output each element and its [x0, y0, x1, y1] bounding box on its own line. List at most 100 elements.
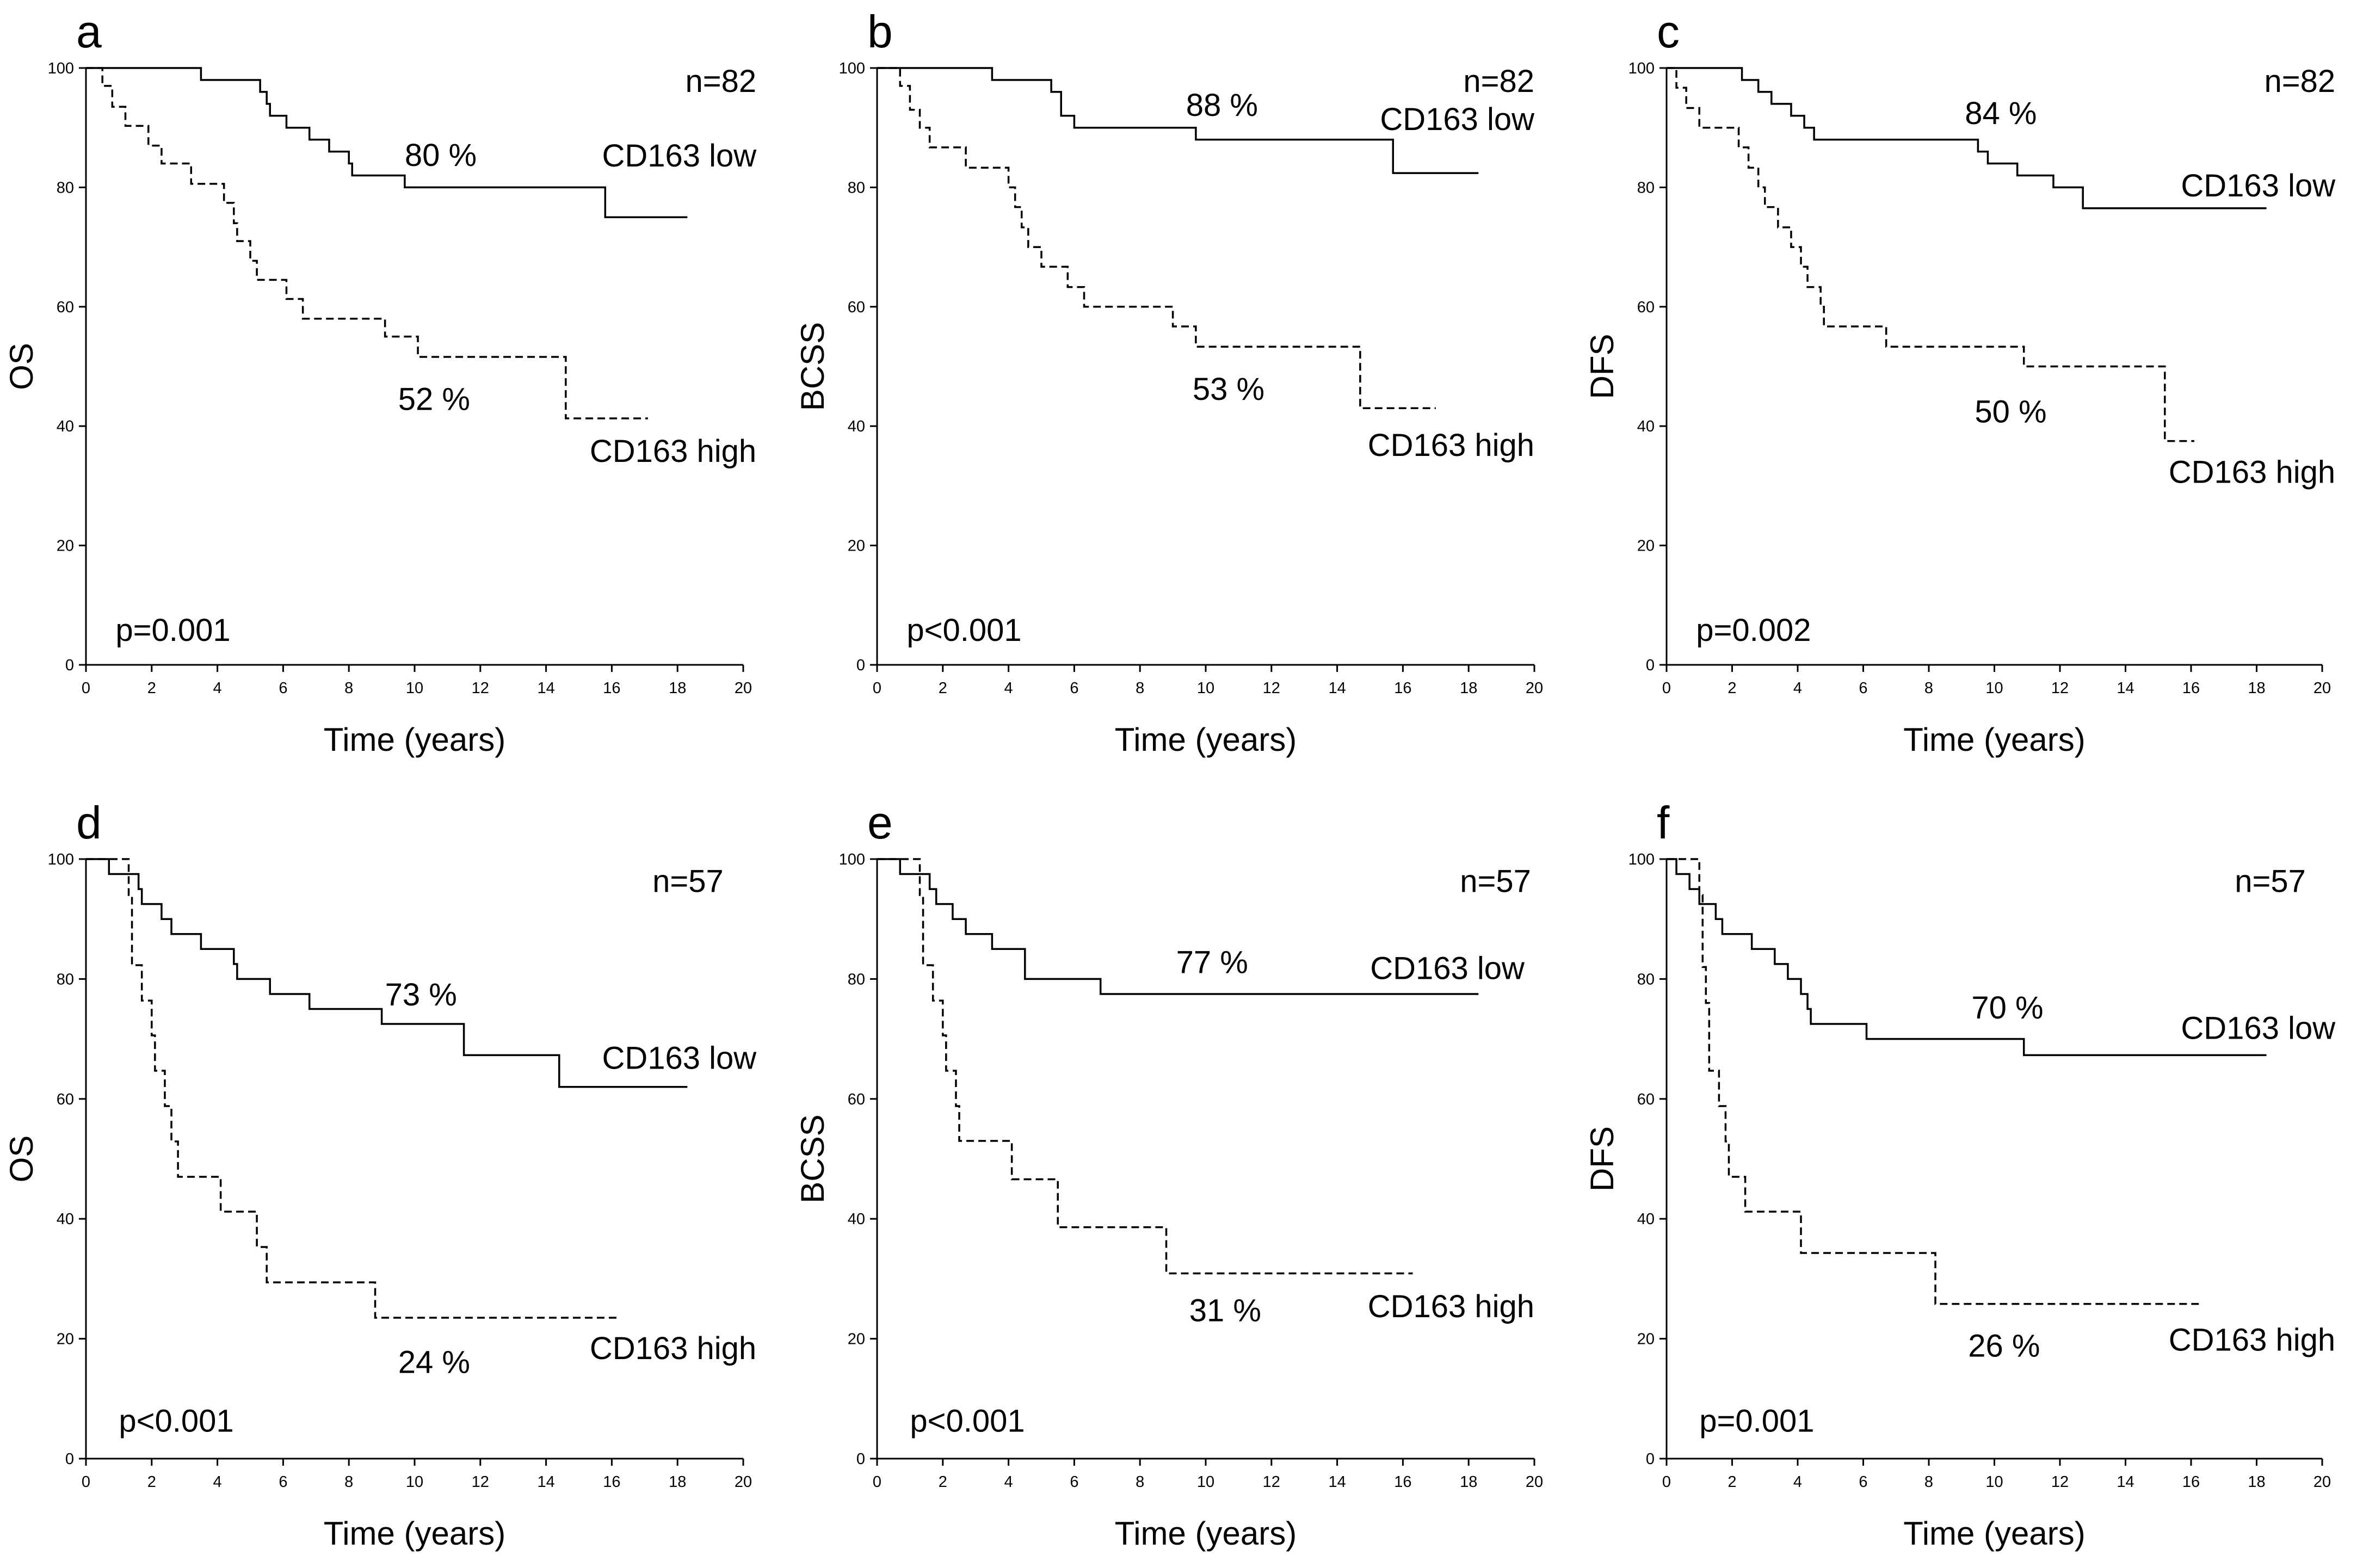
panel-letter: d	[76, 797, 102, 848]
x-tick-label: 6	[1859, 1473, 1867, 1491]
p-value-label: p=0.002	[1696, 613, 1811, 648]
n-label: n=82	[2264, 64, 2335, 99]
y-tick-label: 80	[1637, 179, 1655, 196]
x-tick-label: 8	[1924, 1473, 1933, 1491]
y-tick-label: 100	[839, 60, 865, 77]
x-tick-label: 4	[1793, 1473, 1802, 1491]
low-series-label: CD163 low	[1370, 950, 1525, 986]
x-tick-label: 2	[1727, 680, 1736, 697]
y-tick-label: 20	[848, 538, 865, 555]
panel-e: e 0 2 4 6 8 10 12 14 16 18 20 0 20 40 60 80 100 Time (year…	[794, 797, 1543, 1552]
high-percent-label: 52 %	[398, 382, 470, 417]
y-tick-label: 40	[848, 418, 865, 435]
x-tick-label: 10	[406, 680, 423, 697]
x-tick-label: 2	[147, 680, 156, 697]
n-label: n=57	[2235, 864, 2306, 899]
low-percent-label: 88 %	[1186, 88, 1258, 123]
high-series-label: CD163 high	[590, 1331, 756, 1366]
y-tick-label: 0	[65, 657, 74, 674]
x-tick-label: 14	[1328, 680, 1346, 697]
low-series-label: CD163 low	[2181, 168, 2336, 203]
x-tick-label: 14	[537, 1473, 554, 1491]
x-tick-label: 20	[1526, 680, 1543, 697]
panel-a: a 0 2 4 6 8 10 12 14 16 18 20 0 20 40 60 80 100 Time (year…	[3, 6, 757, 758]
cd163-low-curve	[1667, 67, 2267, 209]
x-tick-label: 14	[537, 680, 554, 697]
x-tick-label: 2	[1727, 1473, 1736, 1491]
y-axis-label: BCSS	[794, 1114, 831, 1203]
x-axis-label: Time (years)	[324, 721, 505, 758]
x-tick-label: 0	[1662, 1473, 1671, 1491]
x-tick-label: 6	[279, 1473, 287, 1491]
x-tick-label: 16	[1394, 1473, 1411, 1491]
x-tick-label: 0	[873, 680, 881, 697]
low-percent-label: 73 %	[385, 977, 457, 1013]
cd163-low-curve	[86, 67, 688, 218]
high-series-label: CD163 high	[1368, 428, 1534, 463]
x-tick-label: 20	[2313, 680, 2331, 697]
cd163-low-curve	[877, 67, 1479, 174]
x-tick-label: 14	[1328, 1473, 1346, 1491]
x-tick-label: 18	[2248, 680, 2265, 697]
x-tick-label: 12	[1263, 680, 1280, 697]
n-label: n=57	[1460, 864, 1531, 899]
x-tick-label: 16	[1394, 680, 1411, 697]
p-value-label: p<0.001	[910, 1403, 1025, 1439]
cd163-low-curve	[877, 858, 1479, 995]
y-tick-label: 20	[57, 1331, 74, 1348]
low-percent-label: 77 %	[1176, 944, 1248, 980]
y-tick-label: 20	[1637, 538, 1655, 555]
panel-f: f 0 2 4 6 8 10 12 14 16 18 20 0 20 40 60 80 100 Time (year…	[1584, 797, 2336, 1552]
cd163-high-curve	[86, 67, 648, 419]
y-tick-label: 0	[65, 1450, 74, 1468]
y-axis-label: OS	[3, 1135, 40, 1183]
panel-letter: c	[1657, 6, 1680, 57]
x-tick-label: 16	[2182, 680, 2200, 697]
y-tick-label: 80	[1637, 971, 1655, 988]
low-series-label: CD163 low	[602, 1041, 757, 1076]
x-tick-label: 18	[669, 680, 686, 697]
low-series-label: CD163 low	[1380, 102, 1535, 137]
y-tick-label: 80	[57, 179, 74, 196]
y-tick-label: 60	[1637, 1091, 1655, 1108]
x-tick-label: 0	[1662, 680, 1671, 697]
x-tick-label: 18	[669, 1473, 686, 1491]
y-tick-label: 100	[48, 60, 74, 77]
x-tick-label: 10	[406, 1473, 423, 1491]
x-tick-label: 8	[1924, 680, 1933, 697]
y-tick-label: 80	[848, 971, 865, 988]
x-tick-label: 4	[213, 1473, 222, 1491]
panel-b: b 0 2 4 6 8 10 12 14 16 18 20 0 20 40 60 80 100 Time (year…	[794, 6, 1543, 758]
y-tick-label: 20	[1637, 1331, 1655, 1348]
x-tick-label: 12	[2051, 1473, 2069, 1491]
y-tick-label: 0	[1646, 1450, 1655, 1468]
x-tick-label: 0	[873, 1473, 881, 1491]
y-tick-label: 80	[57, 971, 74, 988]
high-percent-label: 24 %	[398, 1344, 470, 1380]
y-tick-label: 40	[57, 1211, 74, 1228]
x-tick-label: 12	[1263, 1473, 1280, 1491]
y-tick-label: 100	[48, 851, 74, 868]
x-tick-label: 20	[735, 680, 752, 697]
x-tick-label: 4	[1793, 680, 1802, 697]
x-tick-label: 2	[147, 1473, 156, 1491]
x-tick-label: 16	[603, 680, 620, 697]
y-tick-label: 60	[57, 299, 74, 316]
x-tick-label: 16	[2182, 1473, 2200, 1491]
x-tick-label: 8	[1136, 1473, 1144, 1491]
cd163-high-curve	[1667, 858, 2201, 1305]
x-tick-label: 20	[2313, 1473, 2331, 1491]
y-tick-label: 60	[1637, 299, 1655, 316]
x-tick-label: 18	[1460, 680, 1477, 697]
y-axis-label: BCSS	[794, 322, 831, 411]
y-tick-label: 40	[1637, 418, 1655, 435]
n-label: n=57	[652, 864, 724, 899]
y-tick-label: 0	[1646, 657, 1655, 674]
panel-c: c 0 2 4 6 8 10 12 14 16 18 20 0 20 40 60 80 100 Time (year…	[1584, 6, 2336, 758]
x-axis-label: Time (years)	[1903, 1515, 2085, 1552]
x-tick-label: 4	[1004, 1473, 1013, 1491]
x-tick-label: 8	[344, 1473, 353, 1491]
low-percent-label: 80 %	[405, 138, 477, 173]
cd163-high-curve	[86, 858, 619, 1319]
x-tick-label: 18	[2248, 1473, 2265, 1491]
